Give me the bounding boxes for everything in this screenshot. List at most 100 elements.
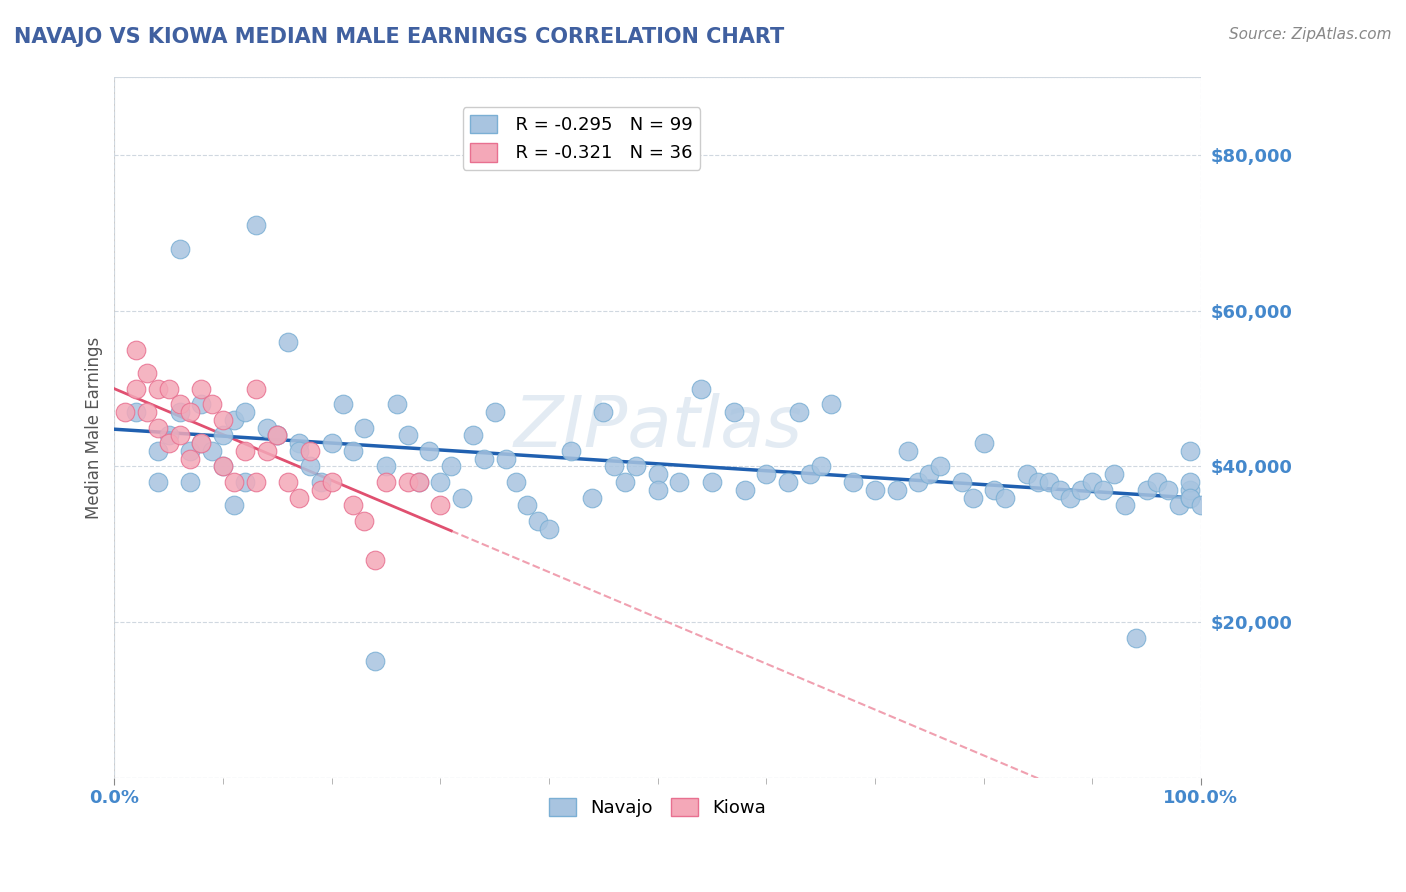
Navajo: [842, 475, 865, 489]
Navajo: [256, 420, 278, 434]
Navajo: [321, 436, 343, 450]
Navajo: [1178, 491, 1201, 505]
Kiowa: [408, 475, 430, 489]
Navajo: [516, 498, 538, 512]
Navajo: [353, 420, 375, 434]
Navajo: [169, 405, 191, 419]
Legend: Navajo, Kiowa: Navajo, Kiowa: [541, 790, 773, 824]
Navajo: [212, 459, 235, 474]
Navajo: [624, 459, 647, 474]
Navajo: [929, 459, 952, 474]
Kiowa: [190, 382, 212, 396]
Navajo: [647, 483, 669, 497]
Navajo: [1178, 475, 1201, 489]
Navajo: [614, 475, 637, 489]
Kiowa: [288, 491, 311, 505]
Navajo: [690, 382, 713, 396]
Navajo: [537, 522, 560, 536]
Navajo: [886, 483, 908, 497]
Kiowa: [136, 366, 159, 380]
Navajo: [495, 451, 517, 466]
Navajo: [1049, 483, 1071, 497]
Navajo: [973, 436, 995, 450]
Kiowa: [146, 382, 169, 396]
Navajo: [461, 428, 484, 442]
Navajo: [918, 467, 941, 482]
Navajo: [146, 443, 169, 458]
Kiowa: [222, 475, 245, 489]
Navajo: [1092, 483, 1115, 497]
Bar: [114, 78, 1201, 778]
Navajo: [190, 397, 212, 411]
Navajo: [266, 428, 288, 442]
Navajo: [527, 514, 550, 528]
Kiowa: [169, 397, 191, 411]
Navajo: [962, 491, 984, 505]
Navajo: [560, 443, 582, 458]
Navajo: [776, 475, 799, 489]
Kiowa: [245, 382, 267, 396]
Kiowa: [212, 459, 235, 474]
Navajo: [332, 397, 354, 411]
Kiowa: [179, 405, 201, 419]
Navajo: [233, 405, 256, 419]
Kiowa: [342, 498, 364, 512]
Navajo: [288, 443, 311, 458]
Navajo: [755, 467, 778, 482]
Navajo: [169, 242, 191, 256]
Navajo: [451, 491, 474, 505]
Navajo: [896, 443, 918, 458]
Navajo: [364, 654, 387, 668]
Navajo: [1125, 631, 1147, 645]
Kiowa: [298, 443, 321, 458]
Navajo: [820, 397, 842, 411]
Navajo: [723, 405, 745, 419]
Navajo: [1178, 491, 1201, 505]
Kiowa: [233, 443, 256, 458]
Navajo: [179, 443, 201, 458]
Kiowa: [146, 420, 169, 434]
Text: NAVAJO VS KIOWA MEDIAN MALE EARNINGS CORRELATION CHART: NAVAJO VS KIOWA MEDIAN MALE EARNINGS COR…: [14, 27, 785, 46]
Navajo: [983, 483, 1005, 497]
Kiowa: [114, 405, 136, 419]
Navajo: [125, 405, 148, 419]
Navajo: [245, 219, 267, 233]
Navajo: [298, 459, 321, 474]
Kiowa: [125, 343, 148, 357]
Kiowa: [179, 451, 201, 466]
Kiowa: [256, 443, 278, 458]
Navajo: [157, 428, 180, 442]
Kiowa: [266, 428, 288, 442]
Kiowa: [277, 475, 299, 489]
Navajo: [668, 475, 690, 489]
Navajo: [1059, 491, 1081, 505]
Kiowa: [136, 405, 159, 419]
Kiowa: [245, 475, 267, 489]
Kiowa: [157, 382, 180, 396]
Kiowa: [125, 382, 148, 396]
Navajo: [1070, 483, 1092, 497]
Navajo: [472, 451, 495, 466]
Kiowa: [201, 397, 224, 411]
Kiowa: [190, 436, 212, 450]
Navajo: [385, 397, 408, 411]
Navajo: [222, 413, 245, 427]
Navajo: [950, 475, 973, 489]
Kiowa: [157, 436, 180, 450]
Kiowa: [321, 475, 343, 489]
Kiowa: [429, 498, 451, 512]
Navajo: [233, 475, 256, 489]
Navajo: [179, 475, 201, 489]
Navajo: [440, 459, 463, 474]
Navajo: [222, 498, 245, 512]
Y-axis label: Median Male Earnings: Median Male Earnings: [86, 336, 103, 518]
Kiowa: [169, 428, 191, 442]
Navajo: [505, 475, 527, 489]
Navajo: [201, 443, 224, 458]
Navajo: [1026, 475, 1049, 489]
Navajo: [787, 405, 810, 419]
Navajo: [1178, 483, 1201, 497]
Navajo: [1168, 498, 1191, 512]
Kiowa: [309, 483, 332, 497]
Navajo: [375, 459, 398, 474]
